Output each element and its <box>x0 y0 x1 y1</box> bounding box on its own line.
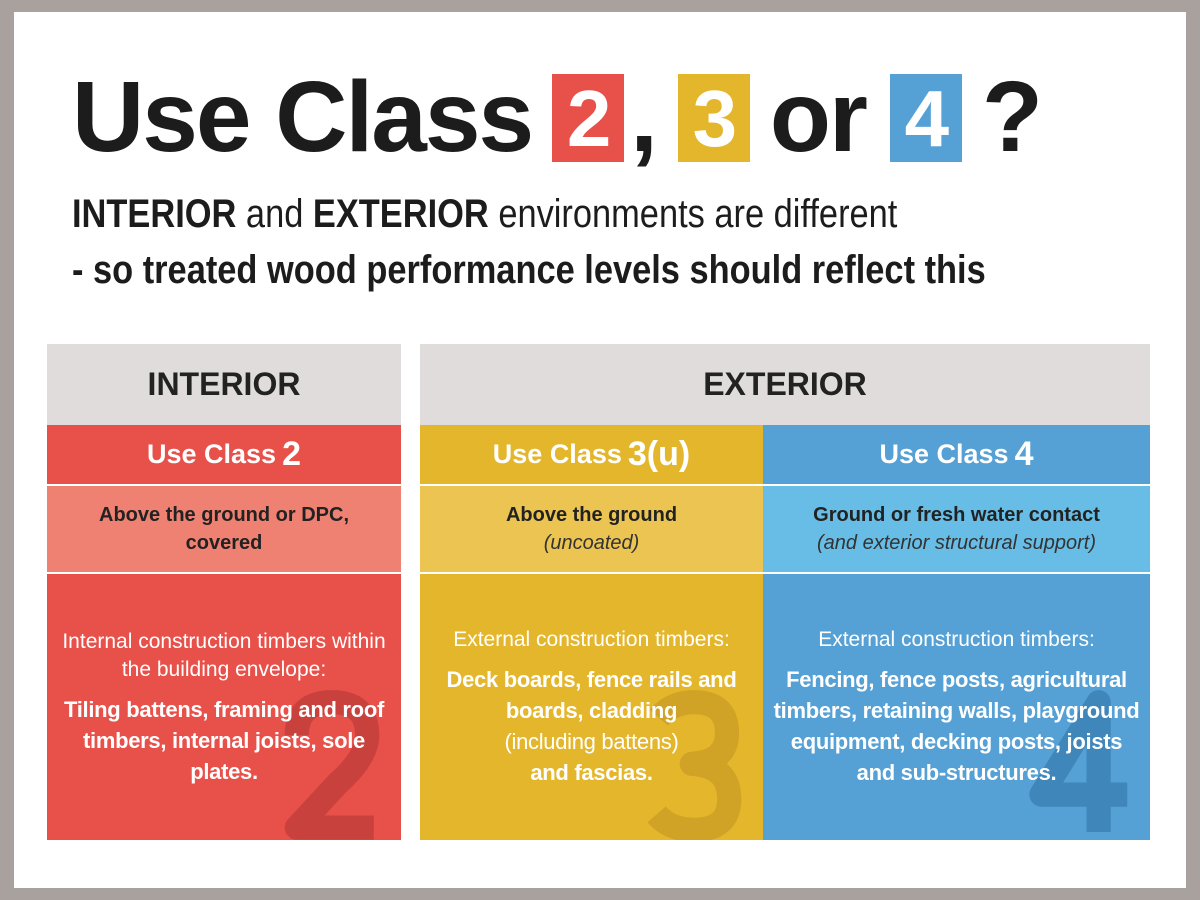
items-text: Deck boards, fence rails and boards, cla… <box>446 667 737 723</box>
description-text: Ground or fresh water contact <box>813 504 1100 526</box>
use-class-3-description: Above the ground (uncoated) <box>420 486 763 572</box>
interior-header: INTERIOR <box>47 344 401 425</box>
class-3-badge: 3 <box>677 73 750 163</box>
details-items: Tiling battens, framing and roof timbers… <box>63 696 384 784</box>
class-label: Use Class <box>146 439 277 469</box>
use-class-3-label: Use Class 3(u) <box>420 425 763 484</box>
headline-prefix: Use Class <box>72 61 534 173</box>
exterior-header: EXTERIOR <box>420 344 1150 425</box>
class-number: 2 <box>282 435 301 473</box>
class-label: Use Class <box>492 439 622 469</box>
subtitle-and: and <box>245 192 304 236</box>
class-4-badge: 4 <box>889 73 962 163</box>
items-note: (including battens) <box>504 729 679 754</box>
subtitle-line-2: - so treated wood performance levels sho… <box>72 248 986 292</box>
class-2-badge: 2 <box>552 73 625 163</box>
subtitle-rest: environments are different <box>498 192 898 236</box>
class-number: 3(u) <box>627 435 691 473</box>
description-text: Above the ground <box>505 504 678 526</box>
watermark-2 <box>277 686 387 840</box>
description-note: (and exterior structural support) <box>816 532 1096 554</box>
use-class-4-details: External construction timbers: Fencing, … <box>763 574 1150 840</box>
use-class-2-description: Above the ground or DPC, covered <box>47 486 401 572</box>
class-label: Use Class <box>879 439 1009 469</box>
headline-question: ? <box>981 61 1043 173</box>
use-class-2-details: Internal construction timbers within the… <box>47 574 401 840</box>
description-text: Above the ground or DPC, covered <box>99 504 349 554</box>
subtitle-interior: INTERIOR <box>72 192 237 236</box>
details-lead: External construction timbers: <box>453 628 730 651</box>
watermark-3 <box>639 686 749 840</box>
class-number: 4 <box>1014 435 1034 473</box>
watermark-4 <box>1026 686 1136 840</box>
description-note: (uncoated) <box>543 532 640 554</box>
details-items: Deck boards, fence rails and boards, cla… <box>430 664 753 788</box>
subtitle-line-1: INTERIOR and EXTERIOR environments are d… <box>72 192 897 237</box>
details-lead: Internal construction timbers within the… <box>62 629 386 681</box>
items-end: and fascias. <box>530 760 653 785</box>
headline: Use Class 2 , 3 or 4 ? <box>72 60 1043 175</box>
details-lead: External construction timbers: <box>818 628 1095 651</box>
use-class-4-label: Use Class 4 <box>763 425 1150 484</box>
headline-comma: , <box>630 61 658 173</box>
details-items: Fencing, fence posts, agricultural timbe… <box>773 667 1140 785</box>
subtitle-exterior: EXTERIOR <box>312 192 489 236</box>
use-class-2-label: Use Class 2 <box>47 425 401 484</box>
headline-or: or <box>769 61 868 173</box>
use-class-4-description: Ground or fresh water contact (and exter… <box>763 486 1150 572</box>
use-class-3-details: External construction timbers: Deck boar… <box>420 574 763 840</box>
